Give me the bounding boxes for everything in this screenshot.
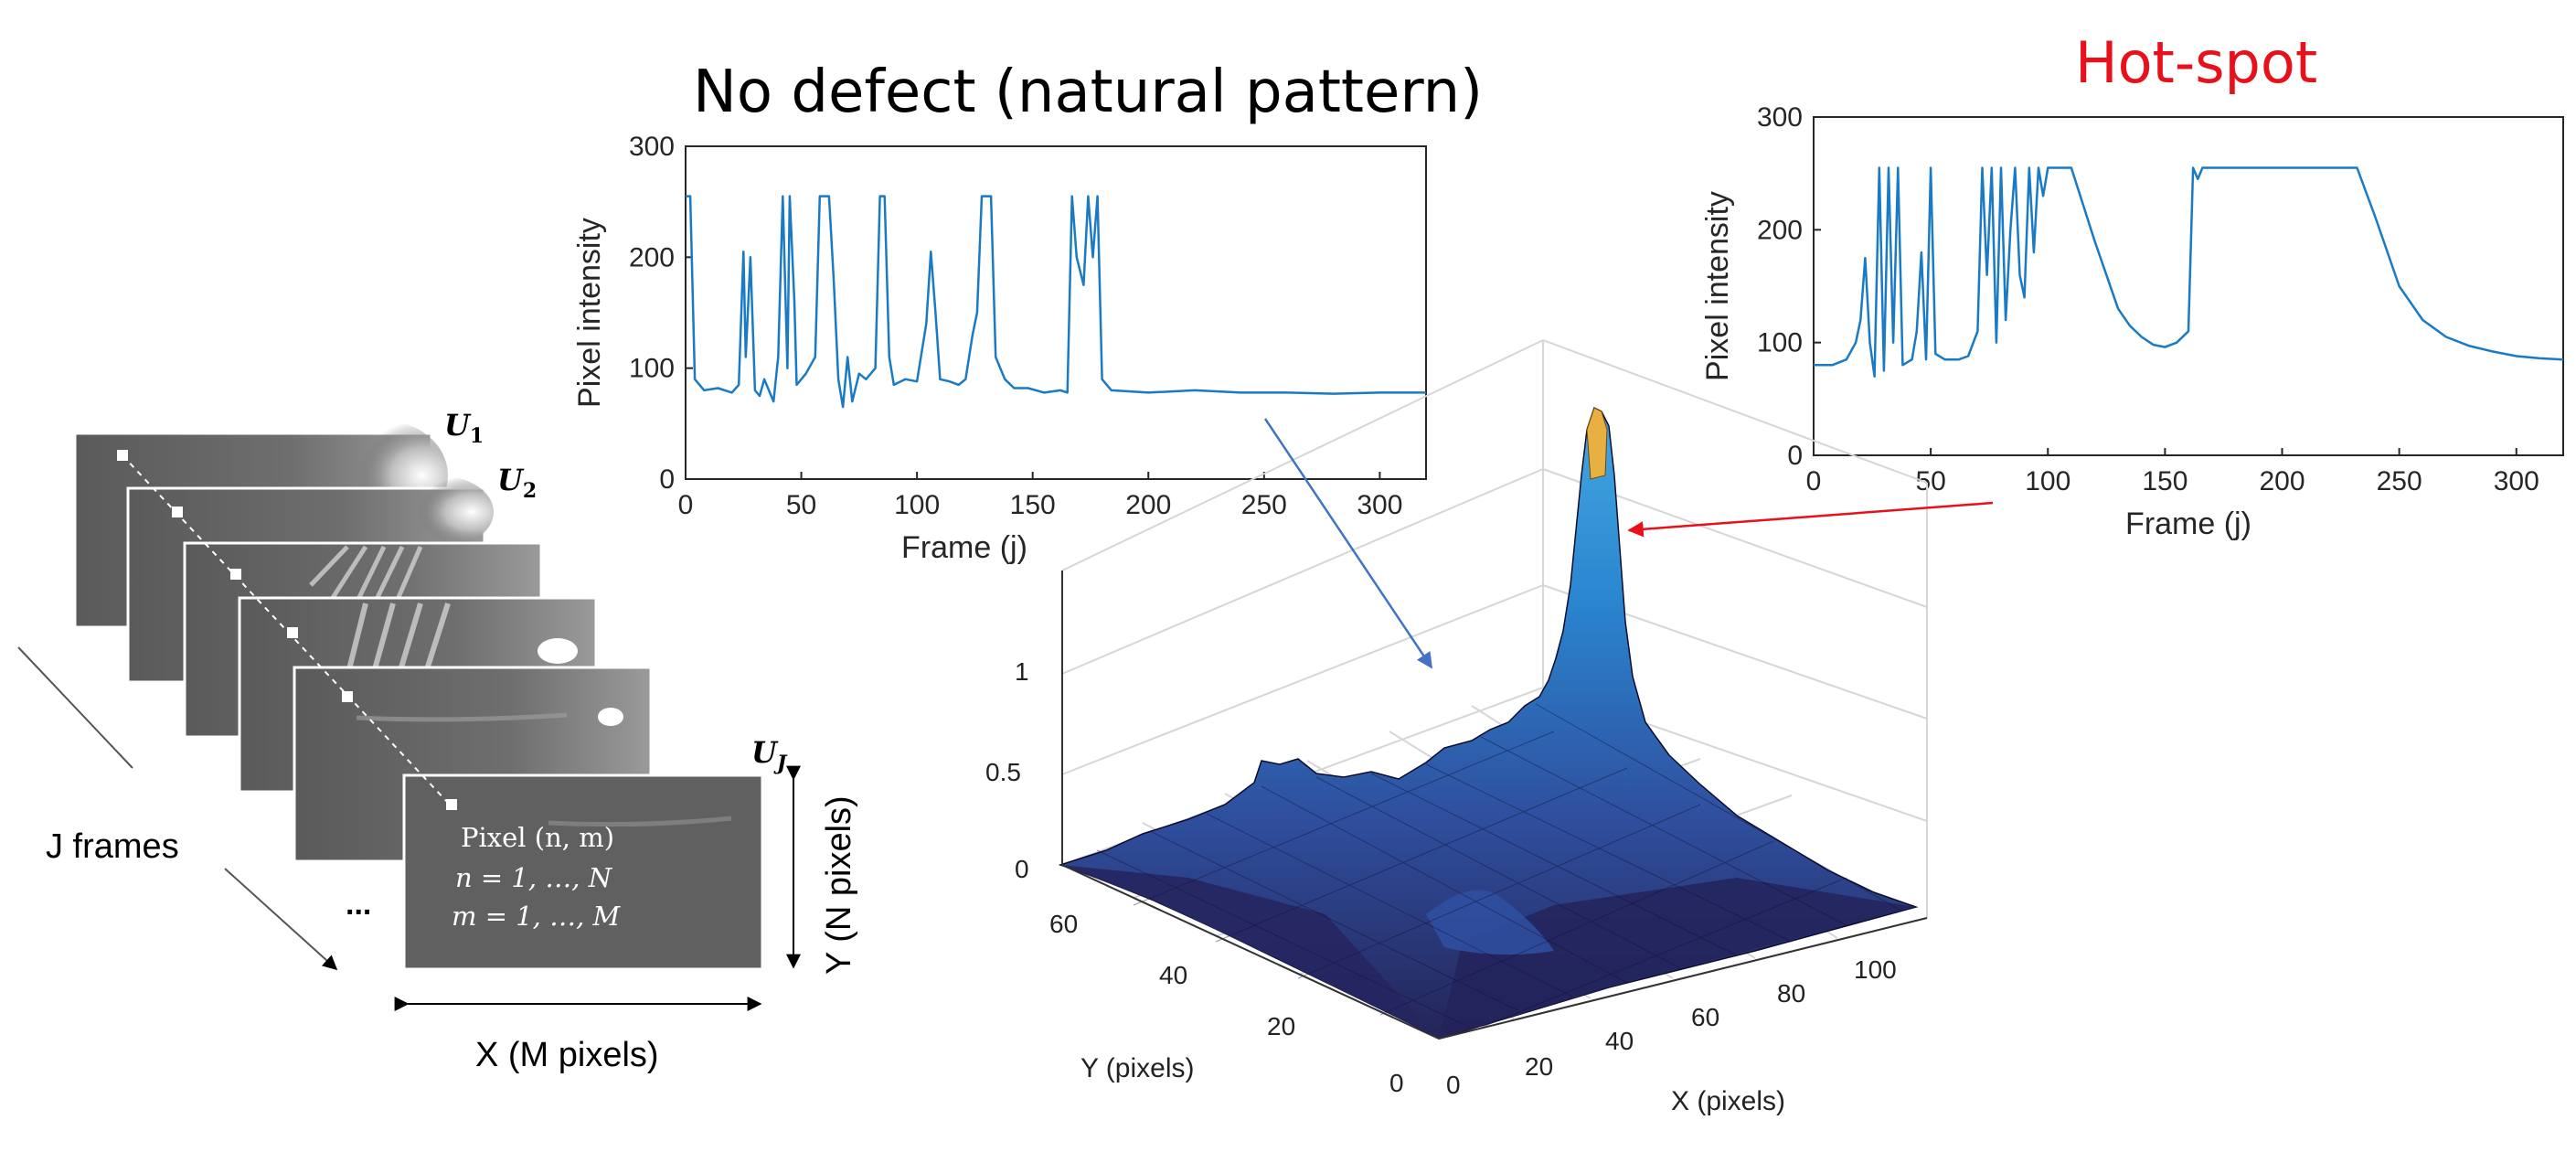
x-tick-0: 0 — [1446, 1071, 1461, 1099]
hotspot-x-tick-label: 50 — [1915, 466, 1945, 496]
normal-x-tick-label: 0 — [678, 490, 694, 520]
y-tick-40: 40 — [1159, 961, 1187, 989]
surface-x-ticks: 0 20 40 60 80 100 — [1446, 955, 1897, 1099]
normal-x-tick-label: 300 — [1357, 490, 1402, 520]
normal-y-tick-label: 300 — [629, 132, 675, 162]
normal-x-axis-label: Frame (j) — [901, 530, 1027, 565]
hotspot-title: Hot-spot — [2075, 29, 2317, 96]
normal-title: No defect (natural pattern) — [693, 59, 1483, 126]
pixel-range-m: m = 1, …, M — [452, 901, 622, 932]
hotspot-connector-arrow — [1627, 501, 1994, 538]
frame-stack: Pixel (n, m) n = 1, …, N m = 1, …, M U1 … — [17, 408, 858, 1074]
y-tick-0: 0 — [1389, 1069, 1404, 1097]
ellipsis: ... — [346, 887, 371, 922]
pixel-marker — [172, 507, 183, 517]
normal-plot-area — [685, 145, 1427, 480]
hotspot-x-axis-label: Frame (j) — [2125, 507, 2251, 541]
z-tick-0.5: 0.5 — [985, 758, 1021, 786]
j-frames-arrow — [224, 868, 338, 971]
pixel-marker — [287, 627, 298, 638]
normal-x-tick-label: 100 — [894, 490, 940, 520]
hotspot-x-tick-label: 250 — [2377, 466, 2422, 496]
label-u1: U1 — [444, 408, 484, 448]
normal-series-line — [686, 195, 1426, 409]
pixel-label: Pixel (n, m) — [461, 822, 614, 853]
hotspot-y-tick-label: 0 — [1787, 441, 1803, 471]
surface-mesh-lines — [1096, 703, 1902, 1029]
label-u2: U2 — [497, 463, 537, 503]
frame-j — [402, 773, 764, 971]
hotspot-x-tick-label: 100 — [2025, 466, 2070, 496]
surface-z-ticks: 0 0.5 1 — [985, 657, 1029, 883]
x-tick-60: 60 — [1691, 1003, 1719, 1031]
hotspot-plot-area — [1813, 116, 2564, 456]
normal-y-tick-label: 0 — [659, 464, 675, 495]
normal-connector-arrow — [1263, 418, 1433, 669]
surface-y-ticks: 0 20 40 60 — [1049, 910, 1404, 1097]
hotspot-series-line — [1814, 166, 2564, 378]
label-uj: UJ — [751, 735, 788, 775]
surface-x-axis — [1438, 917, 1928, 1040]
normal-y-tick-label: 200 — [629, 242, 675, 272]
z-tick-1: 1 — [1015, 657, 1029, 686]
x-tick-20: 20 — [1525, 1052, 1553, 1081]
hotspot-y-tick-label: 100 — [1757, 328, 1803, 358]
chart-normal: 0 50 100 150 200 250 300 0 100 200 300 Frame (j) Pix… — [572, 132, 1427, 565]
hotspot-x-tick-label: 300 — [2494, 466, 2539, 496]
hotspot-x-tick-label: 200 — [2259, 466, 2305, 496]
pixel-trace-line — [122, 454, 449, 804]
surface-x-label: X (pixels) — [1671, 1086, 1785, 1116]
chart-hotspot: 0 50 100 150 200 250 300 0 100 200 300 Frame (j) Pix… — [1700, 102, 2564, 541]
j-frames-label: J frames — [46, 827, 179, 866]
pixel-range-n: n = 1, …, N — [455, 862, 613, 893]
y-extent-label: Y (N pixels) — [820, 795, 858, 975]
normal-y-axis-label: Pixel intensity — [572, 218, 607, 408]
y-tick-20: 20 — [1267, 1012, 1295, 1040]
x-tick-100: 100 — [1854, 955, 1897, 984]
surface-mesh — [1058, 406, 1919, 1040]
normal-x-tick-label: 150 — [1010, 490, 1056, 520]
normal-x-tick-label: 50 — [786, 490, 816, 520]
normal-x-tick-label: 200 — [1125, 490, 1171, 520]
pixel-marker — [446, 799, 457, 810]
x-tick-40: 40 — [1605, 1027, 1634, 1055]
surface-y-axis — [1061, 864, 1440, 1040]
x-extent-label: X (M pixels) — [475, 1036, 659, 1074]
surface-peak — [1586, 407, 1608, 480]
hotspot-x-tick-label: 150 — [2142, 466, 2187, 496]
j-frames-line — [17, 646, 133, 769]
z-tick-0: 0 — [1015, 855, 1029, 883]
x-tick-80: 80 — [1777, 979, 1805, 1008]
surface-plot: 0 0.5 1 0 20 40 60 0 20 40 60 80 100 Y (… — [985, 339, 1928, 1116]
hotspot-y-tick-label: 200 — [1757, 215, 1803, 245]
hotspot-x-tick-label: 0 — [1806, 466, 1822, 496]
hotspot-y-tick-label: 300 — [1757, 102, 1803, 133]
normal-y-tick-label: 100 — [629, 354, 675, 384]
y-tick-60: 60 — [1049, 910, 1078, 938]
hotspot-y-axis-label: Pixel intensity — [1700, 191, 1735, 381]
surface-y-label: Y (pixels) — [1080, 1053, 1194, 1083]
pixel-marker — [230, 569, 241, 580]
normal-x-tick-label: 250 — [1241, 490, 1287, 520]
